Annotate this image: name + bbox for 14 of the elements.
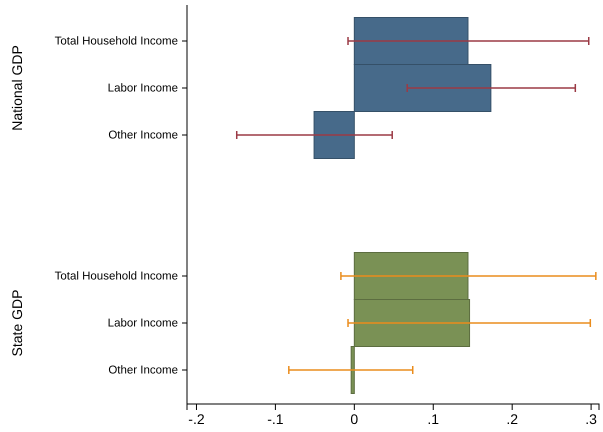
text: National GDP	[9, 45, 25, 131]
x-tick-label: .1	[427, 410, 440, 427]
x-tick-label: .3	[585, 410, 598, 427]
x-tick-label: 0	[350, 410, 358, 427]
y-tick-label: Labor Income	[108, 82, 178, 95]
y-tick-label: Other Income	[108, 364, 178, 377]
x-tick-label: -.1	[267, 410, 284, 427]
y-tick-label: Total Household Income	[54, 270, 178, 283]
y-tick-label: Total Household Income	[54, 36, 178, 48]
text: State GDP	[9, 290, 25, 356]
x-tick-label: -.2	[188, 410, 205, 427]
y-tick-label: Labor Income	[108, 318, 178, 330]
y-tick-label: Other Income	[108, 130, 178, 142]
x-tick-label: .2	[506, 410, 518, 427]
